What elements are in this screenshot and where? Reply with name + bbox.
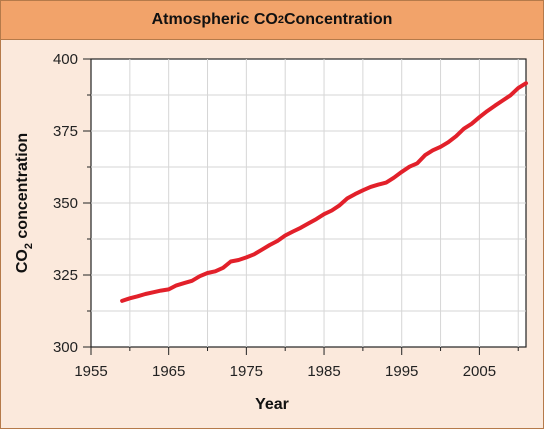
series-lines bbox=[120, 81, 528, 303]
y-tick-label: 350 bbox=[53, 195, 78, 212]
x-axis-title: Year bbox=[255, 396, 289, 413]
y-axis-title-subscript: 2 bbox=[23, 243, 35, 249]
y-tick-labels: 300 325 350 375 400 bbox=[53, 51, 78, 356]
chart-title: Atmospheric CO 2 Concentration bbox=[1, 1, 543, 40]
x-tick-label: 1985 bbox=[307, 363, 340, 380]
y-axis-title-suffix: concentration bbox=[14, 133, 31, 243]
y-tick-label: 300 bbox=[53, 339, 78, 356]
y-axis-title-text: CO bbox=[14, 249, 31, 273]
y-axis-title: CO2 concentration bbox=[14, 133, 35, 273]
gridlines bbox=[91, 59, 526, 347]
chart-title-subscript: 2 bbox=[277, 14, 284, 26]
co2-series-line bbox=[120, 81, 528, 303]
chart-title-suffix: Concentration bbox=[283, 11, 393, 28]
x-tick-label: 1975 bbox=[230, 363, 263, 380]
y-tick-label: 375 bbox=[53, 123, 78, 140]
x-tick-label: 1965 bbox=[152, 363, 185, 380]
x-tick-label: 2005 bbox=[463, 363, 496, 380]
chart-title-text: Atmospheric CO bbox=[151, 11, 278, 28]
y-tick-label: 325 bbox=[53, 267, 78, 284]
tick-marks bbox=[83, 58, 519, 355]
x-tick-label: 1955 bbox=[74, 363, 107, 380]
x-tick-label: 1995 bbox=[385, 363, 418, 380]
y-tick-label: 400 bbox=[53, 51, 78, 68]
x-tick-labels: 1955 1965 1975 1985 1995 2005 bbox=[74, 363, 496, 380]
